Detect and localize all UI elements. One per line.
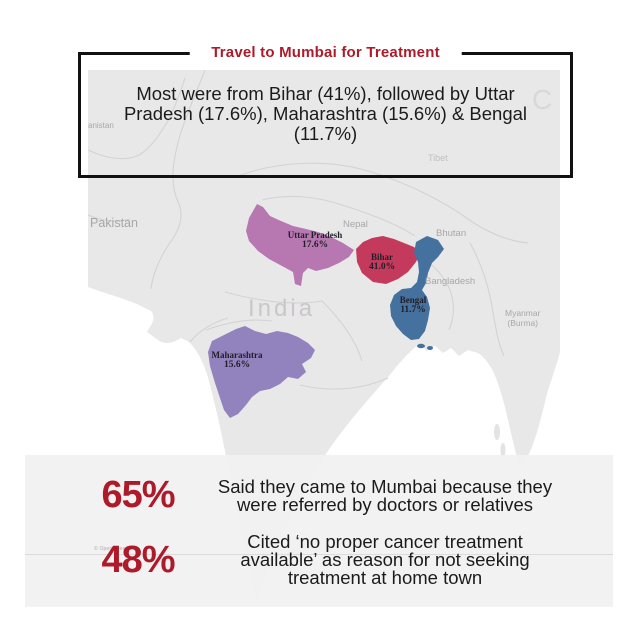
summary-text: Most were from Bihar (41%), followed by … <box>81 55 570 144</box>
map-border-lines <box>88 70 529 390</box>
stat-text-line: Cited ‘no proper cancer treatment <box>247 531 523 552</box>
country-label-myanmar: Myanmar (Burma) <box>505 308 540 328</box>
state-value: 41.0% <box>368 262 396 272</box>
stat-text-line: were referred by doctors or relatives <box>236 494 534 515</box>
country-label-tibet: Tibet <box>428 153 448 163</box>
page-title: Travel to Mumbai for Treatment <box>189 44 462 61</box>
state-maharashtra <box>208 326 315 418</box>
state-name: Maharashtra <box>211 350 263 360</box>
country-label-bhutan: Bhutan <box>436 228 467 239</box>
andaman-island <box>494 424 500 440</box>
country-label-myanmar-line2: (Burma) <box>507 318 539 328</box>
overlay-seam <box>25 554 613 555</box>
state-value: 11.7% <box>400 305 426 315</box>
map-attribution: © OpenStreetMap <box>94 546 138 552</box>
state-bengal-delta-2 <box>427 346 433 350</box>
state-uttar-pradesh <box>246 204 354 286</box>
stats-overlay-band <box>25 455 613 607</box>
stat-text-line: Said they came to Mumbai because they <box>217 476 553 497</box>
state-name: Bihar <box>370 252 393 262</box>
state-bengal-delta-1 <box>417 343 425 349</box>
map-landmass <box>88 70 560 603</box>
country-label-bangladesh: Bangladesh <box>425 276 476 287</box>
state-label-bihar: Bihar 41.0% <box>347 252 417 273</box>
stat-percent-no-treatment: 48% <box>101 539 175 581</box>
country-label-nepal: Nepal <box>343 219 368 230</box>
country-label-china-partial: C <box>532 84 553 115</box>
state-label-maharashtra: Maharashtra 15.6% <box>187 350 287 371</box>
region-label-india: India <box>248 295 316 322</box>
summary-frame: Travel to Mumbai for Treatment Most were… <box>78 44 573 178</box>
summary-line: Pradesh (17.6%), Maharashtra (15.6%) & B… <box>123 103 528 124</box>
state-label-uttar-pradesh: Uttar Pradesh 17.6% <box>265 230 365 251</box>
country-label-myanmar-line1: Myanmar <box>505 308 541 318</box>
state-bihar <box>356 236 420 284</box>
stat-text-referred: Said they came to Mumbai because they we… <box>185 476 585 515</box>
summary-line: Most were from Bihar (41%), followed by … <box>136 83 515 104</box>
summary-line: (11.7%) <box>293 123 358 144</box>
state-name: Bengal <box>399 295 427 305</box>
state-value: 17.6% <box>301 240 329 250</box>
stat-text-no-treatment: Cited ‘no proper cancer treatment availa… <box>185 531 585 588</box>
state-bengal <box>390 236 444 340</box>
country-label-pakistan: Pakistan <box>90 216 138 230</box>
stat-text-line: available’ as reason for not seeking <box>240 549 530 570</box>
state-value: 15.6% <box>223 360 251 370</box>
andaman-island-2 <box>500 443 506 457</box>
state-name: Uttar Pradesh <box>287 230 343 240</box>
country-label-afghanistan: anistan <box>88 121 114 130</box>
stat-percent-referred: 65% <box>101 474 175 516</box>
state-label-bengal: Bengal 11.7% <box>378 295 448 316</box>
stat-text-line: treatment at home town <box>287 567 483 588</box>
